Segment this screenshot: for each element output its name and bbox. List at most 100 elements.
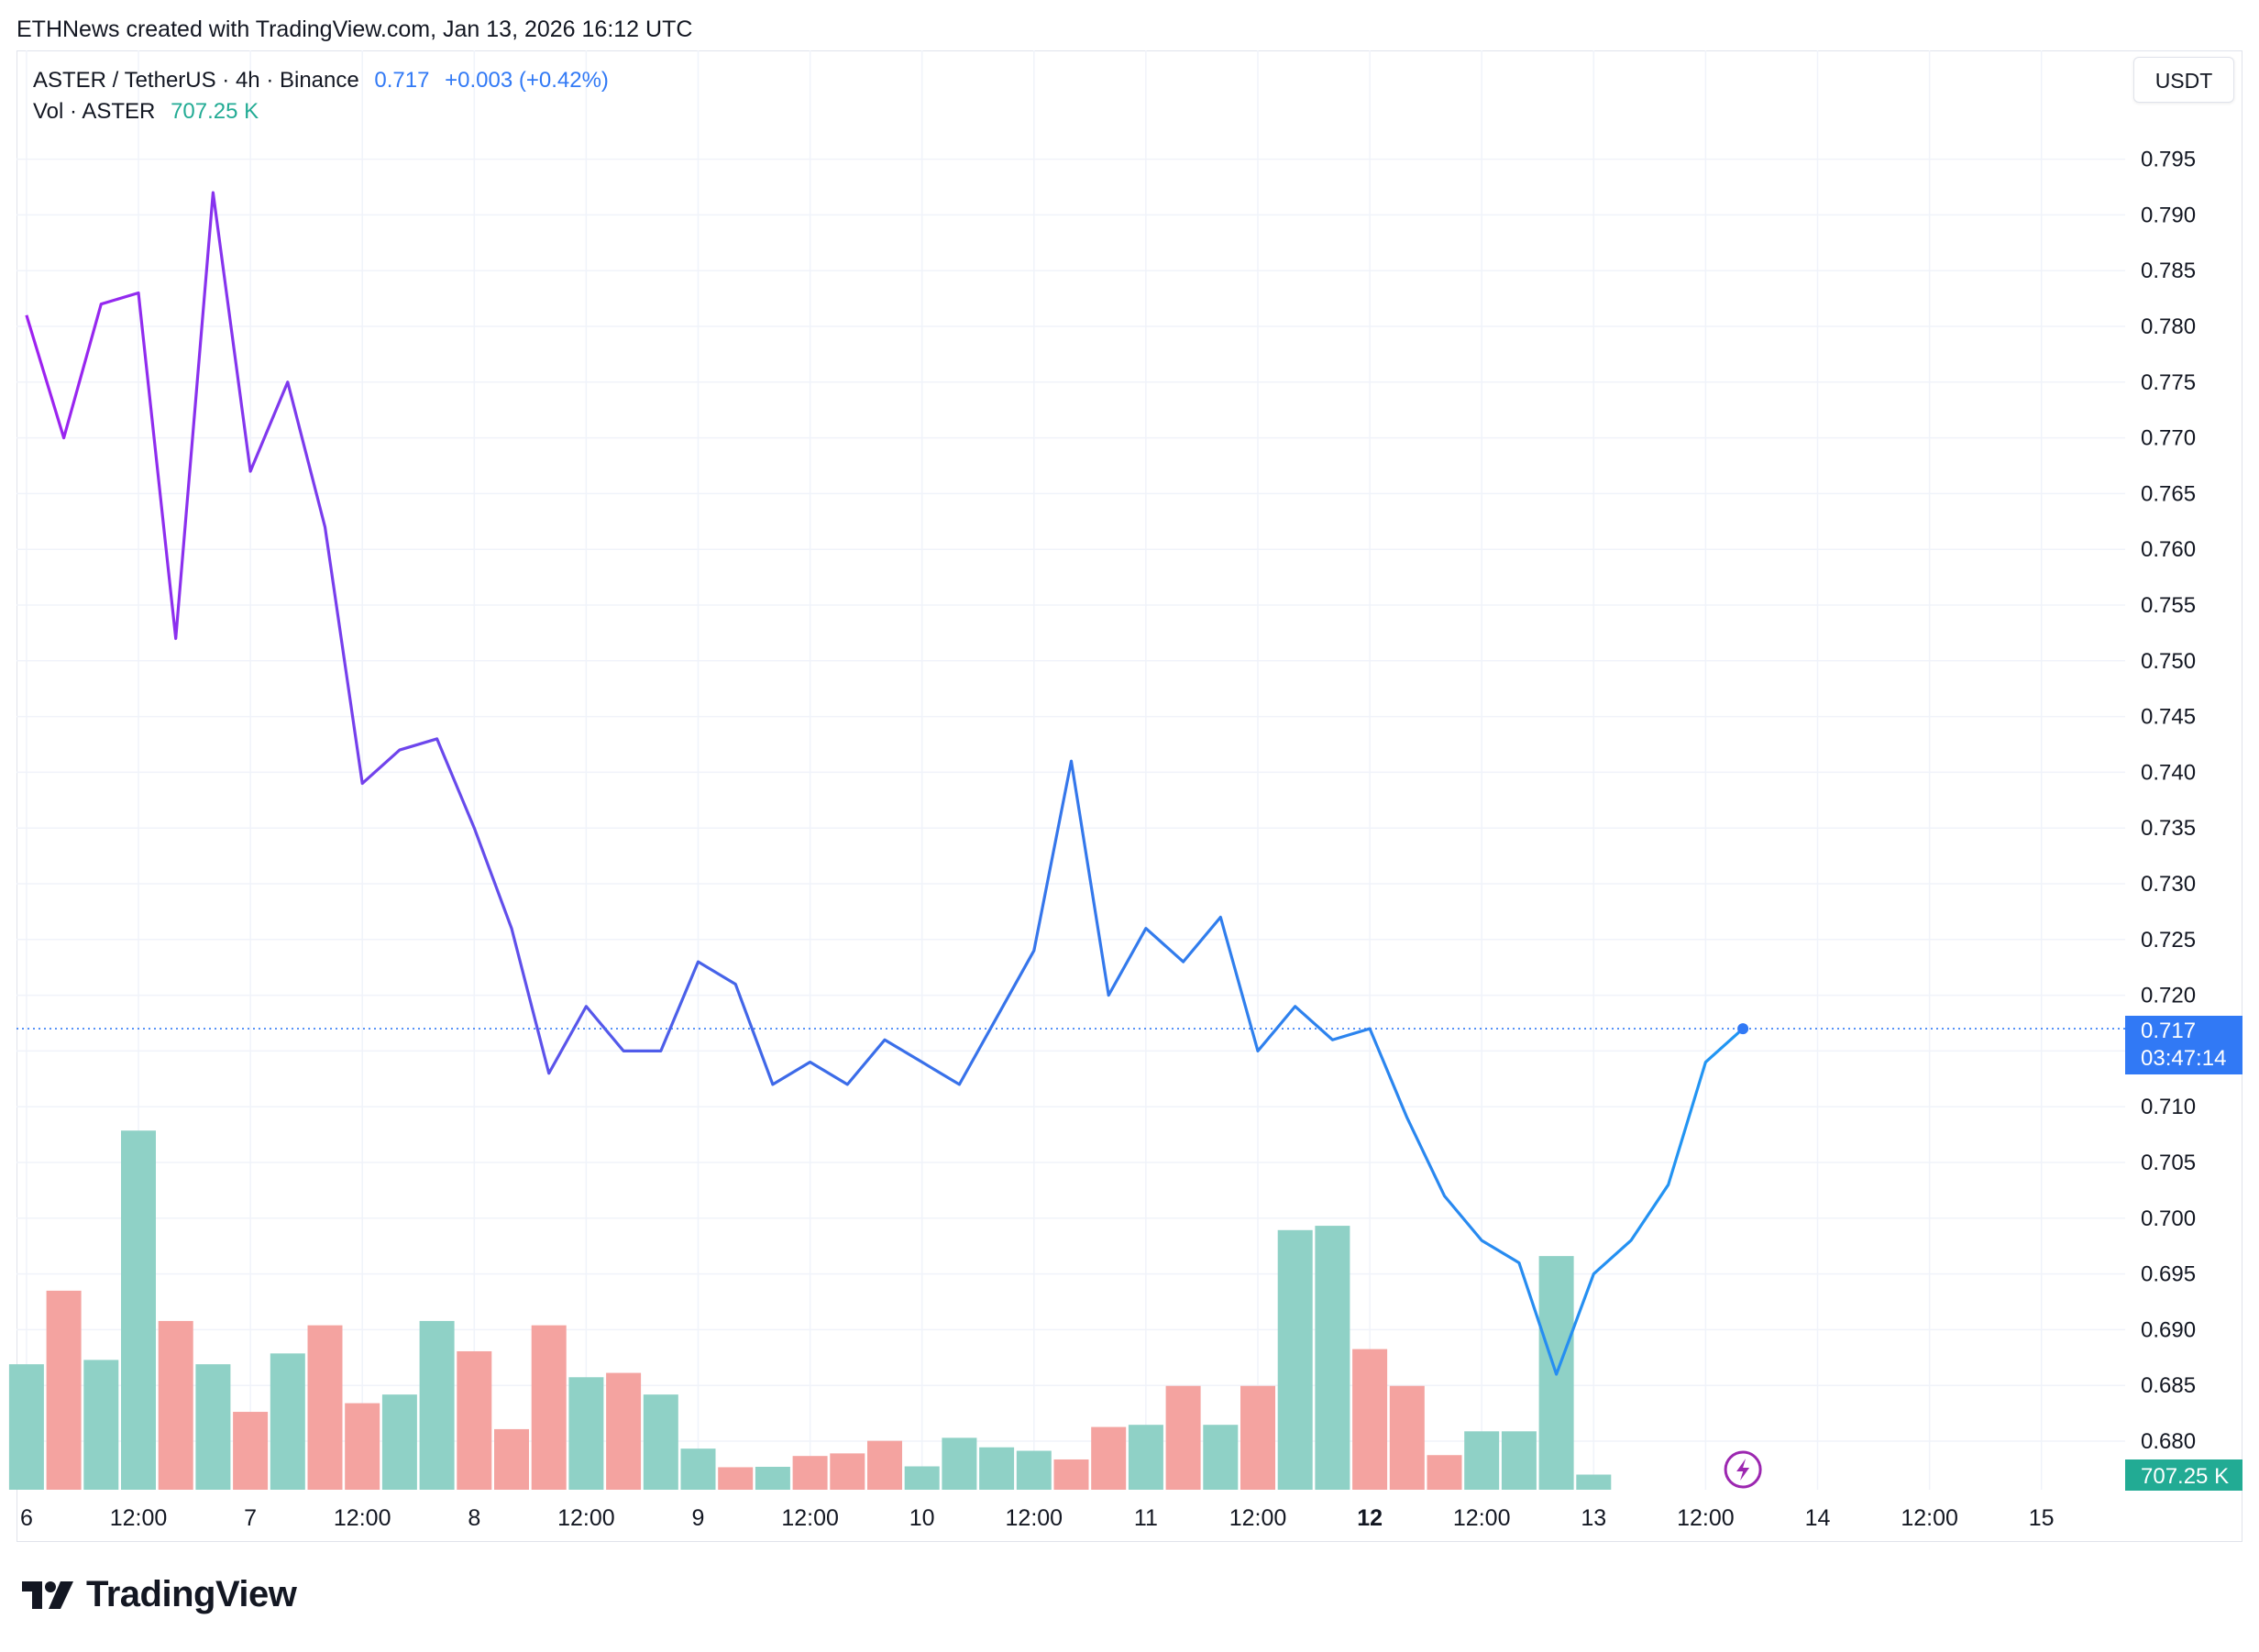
volume-bar: [1576, 1474, 1612, 1490]
legend-volume-label: Vol · ASTER: [33, 99, 156, 124]
time-axis-tick: 8: [468, 1505, 480, 1531]
volume-badge-value: 707.25 K: [2141, 1464, 2229, 1489]
time-axis-tick: 14: [1805, 1505, 1831, 1531]
time-axis-tick: 11: [1134, 1505, 1158, 1531]
price-axis-tick: 0.790: [2141, 203, 2196, 227]
volume-bar: [606, 1372, 642, 1490]
price-axis-tick: 0.770: [2141, 426, 2196, 451]
price-chart[interactable]: 0.6800.6850.6900.6950.7000.7050.7100.715…: [0, 0, 2259, 1542]
time-axis-tick: 12:00: [1677, 1505, 1735, 1531]
volume-bar: [718, 1467, 754, 1490]
volume-bar: [8, 1364, 44, 1490]
volume-bar: [830, 1453, 865, 1490]
volume-bar: [531, 1325, 567, 1490]
time-axis-tick: 12:00: [1453, 1505, 1511, 1531]
tradingview-logo-icon: [22, 1580, 73, 1609]
volume-bar: [307, 1325, 343, 1490]
tradingview-logo[interactable]: TradingView: [20, 1574, 297, 1615]
volume-bar: [195, 1364, 231, 1490]
price-axis-tick: 0.700: [2141, 1206, 2196, 1231]
volume-bar: [46, 1290, 82, 1490]
price-badge: [2125, 1016, 2242, 1074]
volume-bar: [942, 1437, 977, 1490]
price-axis-tick: 0.740: [2141, 760, 2196, 785]
time-axis-tick: 12: [1357, 1505, 1383, 1531]
volume-bar: [1091, 1426, 1127, 1490]
volume-bar: [494, 1428, 529, 1490]
time-axis-tick: 12:00: [1901, 1505, 1958, 1531]
price-axis-tick: 0.710: [2141, 1095, 2196, 1119]
price-badge-countdown: 03:47:14: [2141, 1046, 2226, 1071]
price-axis-tick: 0.695: [2141, 1262, 2196, 1287]
volume-bar: [345, 1403, 380, 1490]
price-axis-tick: 0.765: [2141, 481, 2196, 506]
time-axis-tick: 12:00: [1006, 1505, 1063, 1531]
price-axis-tick: 0.690: [2141, 1317, 2196, 1342]
price-axis-tick: 0.775: [2141, 370, 2196, 395]
volume-bar: [1427, 1455, 1462, 1490]
price-axis-tick: 0.680: [2141, 1429, 2196, 1454]
legend-price-change: +0.003 (+0.42%): [445, 68, 609, 93]
volume-bar: [867, 1440, 902, 1490]
volume-bars: [8, 1130, 1612, 1490]
time-axis-tick: 9: [692, 1505, 705, 1531]
volume-bar: [1203, 1425, 1239, 1490]
time-axis-tick: 12:00: [334, 1505, 391, 1531]
volume-bar: [419, 1320, 455, 1490]
volume-bar: [792, 1456, 828, 1490]
volume-bar: [457, 1350, 492, 1490]
price-axis-tick: 0.780: [2141, 314, 2196, 339]
price-axis-tick: 0.720: [2141, 984, 2196, 1008]
legend-price-row: ASTER / TetherUS · 4h · Binance 0.717 +0…: [33, 68, 618, 94]
chart-attribution: ETHNews created with TradingView.com, Ja…: [17, 17, 693, 42]
legend-symbol: ASTER / TetherUS · 4h · Binance: [33, 68, 359, 93]
time-axis-tick: 10: [909, 1505, 935, 1531]
volume-bar: [121, 1130, 156, 1490]
volume-bar: [1277, 1229, 1313, 1490]
tradingview-logo-text: TradingView: [86, 1574, 297, 1614]
volume-bar: [1389, 1385, 1425, 1490]
time-axis-tick: 13: [1581, 1505, 1606, 1531]
time-axis-tick: 12:00: [1229, 1505, 1287, 1531]
price-badge-value: 0.717: [2141, 1019, 2196, 1043]
volume-bar: [1128, 1425, 1163, 1490]
volume-bar: [680, 1448, 716, 1490]
volume-bar: [904, 1466, 940, 1490]
last-price-dot: [1737, 1023, 1749, 1035]
currency-button[interactable]: USDT: [2133, 57, 2234, 103]
price-line: [25, 191, 1745, 1376]
volume-bar: [1315, 1226, 1350, 1490]
axis-badges: 0.717 03:47:14 707.25 K: [2125, 1016, 2242, 1491]
price-axis-tick: 0.735: [2141, 816, 2196, 841]
price-axis-tick: 0.745: [2141, 705, 2196, 730]
time-axis-tick: 6: [20, 1505, 33, 1531]
volume-bar: [83, 1360, 119, 1490]
volume-bar: [233, 1412, 269, 1490]
time-axis-tick: 12:00: [557, 1505, 615, 1531]
price-axis-tick: 0.685: [2141, 1373, 2196, 1398]
time-axis-tick: 7: [244, 1505, 257, 1531]
price-axis-tick: 0.705: [2141, 1151, 2196, 1175]
volume-bar: [381, 1394, 417, 1490]
legend-volume-value: 707.25 K: [171, 99, 259, 124]
grid-lines: [17, 50, 2125, 1490]
price-axis-tick: 0.725: [2141, 928, 2196, 953]
volume-bar: [1165, 1385, 1201, 1490]
price-series: [17, 191, 2125, 1489]
price-axis: 0.6800.6850.6900.6950.7000.7050.7100.715…: [2141, 148, 2196, 1454]
volume-bar: [1464, 1431, 1500, 1490]
lightning-bolt: [1736, 1459, 1750, 1481]
volume-bar: [643, 1394, 678, 1490]
chart-frame[interactable]: [17, 50, 2242, 1542]
volume-bar: [755, 1466, 790, 1490]
price-axis-tick: 0.785: [2141, 259, 2196, 283]
time-axis-tick: 12:00: [110, 1505, 168, 1531]
volume-badge: [2125, 1459, 2242, 1491]
volume-bar: [1016, 1450, 1052, 1490]
price-axis-tick: 0.750: [2141, 649, 2196, 674]
volume-bar: [1240, 1385, 1275, 1490]
volume-bar: [158, 1320, 193, 1490]
price-axis-tick: 0.730: [2141, 872, 2196, 897]
legend-volume-row: Vol · ASTER 707.25 K: [33, 99, 268, 125]
time-axis: 6 12:00 7 12:00 8 12:00 9 12:00 10 12:00 11 12:00 12…: [20, 1505, 2055, 1531]
